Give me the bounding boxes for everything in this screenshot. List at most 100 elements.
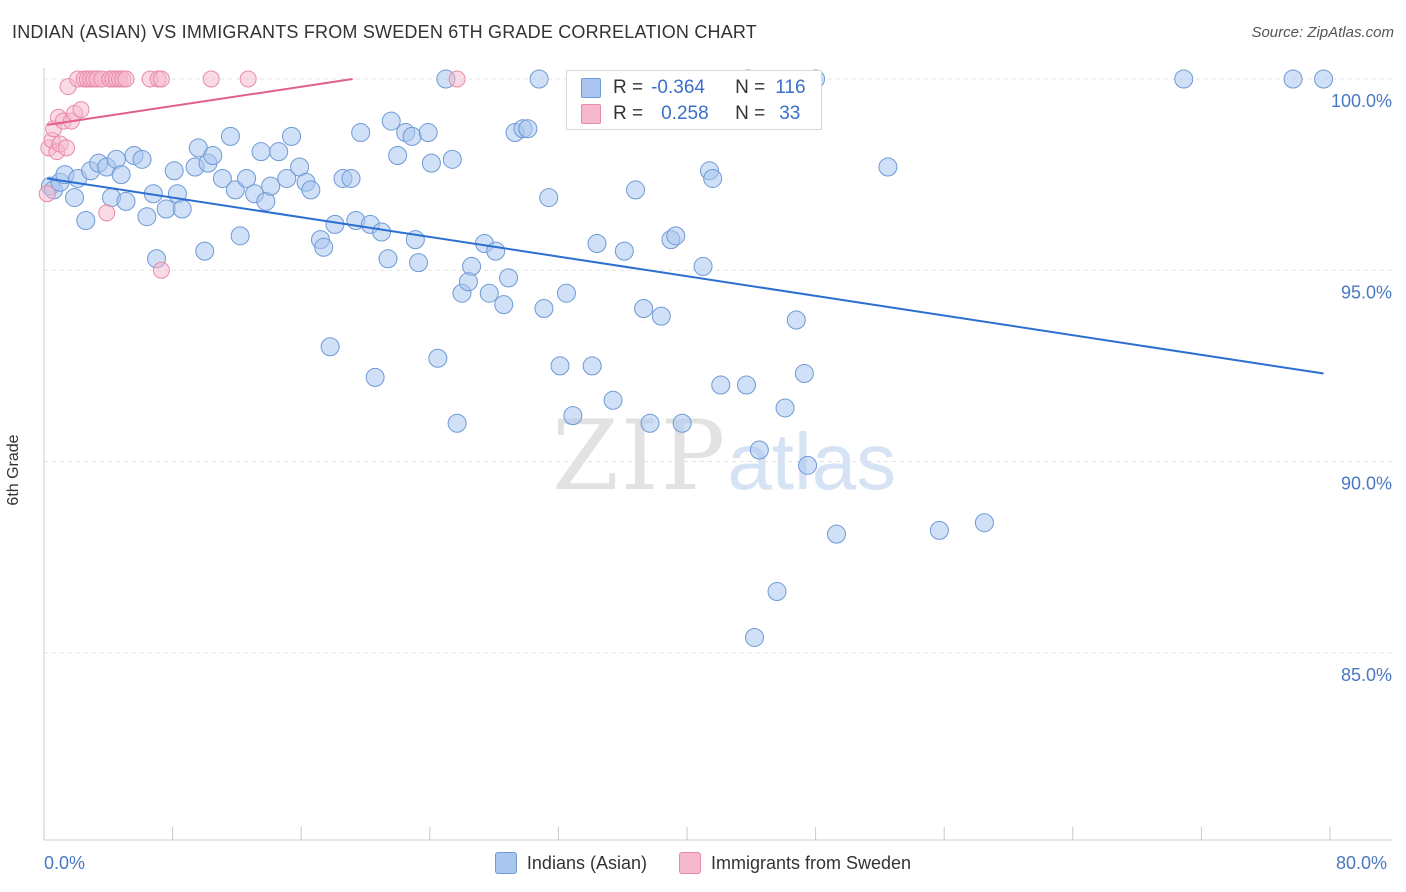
grid-lines	[44, 78, 1392, 654]
indian-point	[458, 272, 478, 292]
indian-point	[269, 142, 289, 162]
indian-trend-line	[47, 177, 1324, 375]
indian-point	[603, 390, 623, 410]
indian-point	[929, 520, 949, 540]
indian-point	[111, 165, 131, 185]
indian-point	[518, 119, 538, 139]
indian-point	[76, 211, 96, 231]
indian-point	[447, 413, 467, 433]
y-tick-label: 90.0%	[1341, 474, 1392, 494]
sweden-point	[202, 70, 220, 88]
indian-point	[626, 180, 646, 200]
indian-point	[230, 226, 250, 246]
y-tick-label: 85.0%	[1341, 665, 1392, 685]
stats-r-value: 0.258	[661, 103, 709, 124]
indian-point	[1314, 69, 1334, 89]
sweden-point	[117, 70, 135, 88]
y-tick-label: 100.0%	[1331, 91, 1392, 111]
stats-row-sweden: R = 0.258 N = 33	[581, 101, 800, 127]
indian-point	[156, 199, 176, 219]
indian-point	[314, 237, 334, 257]
indian-point	[301, 180, 321, 200]
indian-point	[172, 199, 192, 219]
legend-swatch-sweden	[678, 852, 701, 874]
sweden-point	[152, 261, 170, 279]
indian-point	[320, 337, 340, 357]
stats-r-label: R =	[613, 77, 644, 98]
indian-point	[529, 69, 549, 89]
indian-point	[711, 375, 731, 395]
stats-n-value: 116	[775, 77, 806, 98]
source-label: Source: ZipAtlas.com	[1251, 24, 1394, 41]
indian-point	[499, 268, 519, 288]
indian-point	[1283, 69, 1303, 89]
indian-point	[563, 406, 583, 426]
indian-point	[225, 180, 245, 200]
indian-point	[195, 241, 215, 261]
legend-label-indian: Indians (Asian)	[526, 852, 647, 873]
indian-point	[65, 188, 85, 208]
sweden-points	[38, 70, 466, 279]
sweden-point	[58, 139, 76, 157]
stats-n-label: N =	[735, 103, 766, 124]
indian-point	[775, 398, 795, 418]
indian-point	[462, 256, 482, 276]
indian-point	[534, 299, 554, 318]
indian-point	[736, 375, 756, 395]
indian-point	[786, 310, 806, 330]
indian-point	[693, 256, 713, 276]
indian-point	[372, 222, 392, 242]
indian-point	[428, 348, 448, 368]
chart-title: INDIAN (ASIAN) VS IMMIGRANTS FROM SWEDEN…	[12, 22, 757, 42]
indian-point	[486, 241, 506, 261]
legend-item-indian[interactable]: Indians (Asian)	[494, 852, 647, 874]
sweden-point	[448, 70, 466, 88]
stats-n-label: N =	[735, 77, 766, 98]
indian-point	[164, 161, 184, 181]
indian-point	[826, 524, 846, 544]
indian-point	[237, 168, 257, 188]
indian-point	[381, 111, 401, 131]
indian-point	[442, 149, 462, 169]
stats-r-value: -0.364	[651, 77, 705, 98]
indian-point	[703, 168, 723, 188]
indian-point	[539, 188, 559, 208]
indian-point	[1174, 69, 1194, 89]
indian-point	[220, 126, 240, 146]
legend-item-sweden[interactable]: Immigrants from Sweden	[678, 852, 911, 874]
sweden-point	[239, 70, 257, 88]
stats-swatch-sweden	[581, 104, 601, 124]
indian-point	[582, 356, 602, 376]
indian-point	[672, 413, 692, 433]
indian-point	[666, 226, 686, 246]
y-tick-label: 95.0%	[1341, 282, 1392, 302]
y-axis-label: 6th Grade	[5, 434, 22, 506]
indian-point	[351, 123, 371, 143]
sweden-point	[152, 70, 170, 88]
legend: Indians (Asian) Immigrants from Sweden	[0, 852, 1406, 874]
sweden-point	[72, 101, 90, 119]
indian-point	[418, 123, 438, 143]
indian-point	[132, 149, 152, 169]
indian-point	[378, 249, 398, 269]
x-tick-label-max: 80.0%	[1336, 853, 1388, 873]
stats-n-value: 33	[779, 103, 801, 124]
indian-point	[634, 299, 654, 318]
indian-point	[587, 233, 607, 253]
indian-point	[767, 582, 787, 602]
indian-point	[261, 176, 281, 196]
x-tick-label-min: 0.0%	[44, 853, 86, 873]
indian-point	[212, 168, 232, 188]
indian-point	[402, 126, 422, 146]
indian-point	[556, 283, 576, 303]
indian-point	[749, 440, 769, 460]
indian-point	[745, 627, 765, 647]
indian-point	[794, 364, 814, 384]
stats-swatch-indian	[581, 78, 601, 98]
indian-point	[409, 253, 429, 273]
stats-row-indian: R = -0.364 N = 116	[581, 75, 806, 101]
stats-r-label: R =	[613, 103, 644, 124]
indian-point	[974, 513, 994, 533]
indian-point	[550, 356, 570, 376]
